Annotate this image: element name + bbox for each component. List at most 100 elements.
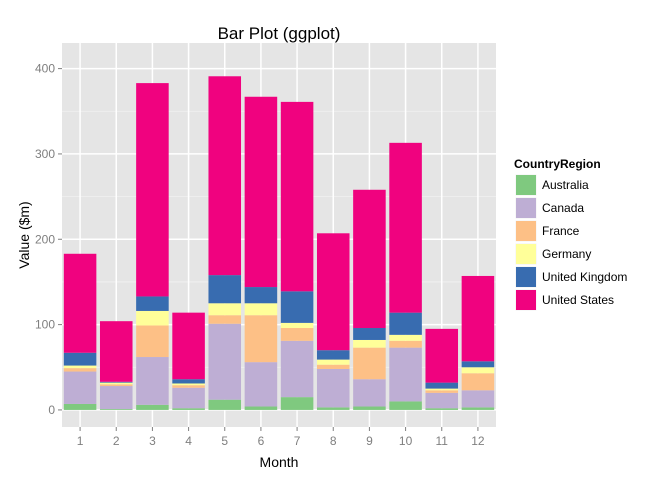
bar-france-month-12 [461,373,495,391]
bar-australia-month-4 [172,408,205,410]
plot-panel [62,43,496,427]
bar-australia-month-5 [208,399,242,410]
bar-united-kingdom-month-2 [99,381,133,383]
bar-australia-month-8 [316,407,350,410]
y-tick-label: 300 [35,147,55,161]
bar-france-month-4 [172,385,205,388]
y-tick-label: 100 [35,318,55,332]
bar-canada-month-3 [136,357,169,405]
x-axis: 1 2 3 4 5 6 7 8 9 10 11 12 [77,427,485,448]
bar-stacks [63,76,495,410]
bar-united-states-month-3 [136,83,169,297]
x-tick-label: 2 [113,434,120,448]
bar-france-month-5 [208,315,242,324]
legend-label-australia: Australia [542,178,589,192]
bar-canada-month-1 [63,371,97,404]
bar-united-states-month-9 [353,189,386,329]
bar-united-states-month-7 [280,101,314,292]
bar-canada-month-11 [425,392,459,409]
x-tick-label: 5 [221,434,228,448]
x-tick-label: 8 [330,434,337,448]
x-tick-label: 11 [436,434,449,448]
bar-france-month-9 [353,347,386,380]
legend-title: CountryRegion [514,157,601,171]
x-tick-label: 7 [294,434,301,448]
bar-france-month-3 [136,325,169,358]
x-tick-label: 4 [185,434,192,448]
bar-australia-month-3 [136,404,169,410]
y-tick-label: 400 [35,62,55,76]
bar-united-states-month-8 [316,233,350,351]
y-axis-title: Value ($m) [16,201,32,268]
bar-canada-month-6 [244,362,278,407]
bar-united-states-month-2 [99,321,133,382]
bar-france-month-1 [63,368,97,372]
x-tick-label: 6 [258,434,265,448]
legend: CountryRegion Australia Canada France Germa… [514,157,627,312]
bar-germany-month-12 [461,367,495,374]
bar-canada-month-4 [172,387,205,409]
x-tick-label: 3 [149,434,156,448]
legend-swatch-united-states [516,290,536,310]
bar-united-kingdom-month-7 [280,291,314,323]
bar-germany-month-7 [280,322,314,329]
x-tick-label: 1 [77,434,84,448]
bar-australia-month-6 [244,406,278,410]
bar-united-states-month-4 [172,312,205,380]
legend-label-canada: Canada [542,201,584,215]
bar-united-kingdom-month-1 [63,352,97,366]
legend-label-united-kingdom: United Kingdom [542,270,627,284]
y-tick-label: 200 [35,232,55,246]
bar-australia-month-9 [353,406,386,410]
bar-australia-month-1 [63,403,97,410]
bar-canada-month-12 [461,390,495,408]
x-axis-title: Month [260,454,299,470]
bar-united-states-month-11 [425,328,459,383]
chart-title: Bar Plot (ggplot) [218,24,341,43]
bar-france-month-2 [99,384,133,387]
bar-australia-month-7 [280,397,314,410]
bar-france-month-6 [244,315,278,363]
legend-swatch-australia [516,175,536,195]
bar-canada-month-9 [353,379,386,407]
bar-australia-month-11 [425,408,459,410]
bar-germany-month-10 [389,334,422,341]
bar-germany-month-1 [63,365,97,369]
legend-label-france: France [542,224,580,238]
legend-swatch-france [516,221,536,241]
legend-swatch-germany [516,244,536,264]
bar-germany-month-4 [172,383,205,386]
bar-france-month-11 [425,390,459,393]
legend-label-germany: Germany [542,247,591,261]
bar-canada-month-5 [208,323,242,400]
bar-united-kingdom-month-12 [461,361,495,368]
bar-canada-month-8 [316,368,350,408]
bar-united-states-month-10 [389,142,422,313]
legend-swatch-canada [516,198,536,218]
bar-united-kingdom-month-8 [316,350,350,360]
bar-france-month-10 [389,340,422,348]
bar-united-states-month-1 [63,253,97,353]
bar-australia-month-12 [461,407,495,410]
bar-australia-month-2 [99,409,133,410]
bar-germany-month-8 [316,359,350,365]
bar-germany-month-9 [353,339,386,348]
bar-canada-month-7 [280,340,314,398]
bar-germany-month-3 [136,310,169,326]
legend-swatch-united-kingdom [516,267,536,287]
bar-united-kingdom-month-5 [208,275,242,304]
bar-united-kingdom-month-11 [425,382,459,389]
bar-united-states-month-5 [208,76,242,276]
bar-france-month-7 [280,328,314,341]
bar-united-kingdom-month-4 [172,379,205,384]
x-tick-label: 12 [471,434,485,448]
bar-germany-month-11 [425,388,459,391]
bar-united-states-month-12 [461,275,495,362]
bar-united-kingdom-month-6 [244,287,278,304]
y-tick-label: 0 [48,403,55,417]
bar-united-states-month-6 [244,96,278,288]
bar-canada-month-10 [389,347,422,402]
bar-france-month-8 [316,364,350,369]
bar-australia-month-10 [389,401,422,410]
bar-united-kingdom-month-3 [136,296,169,311]
